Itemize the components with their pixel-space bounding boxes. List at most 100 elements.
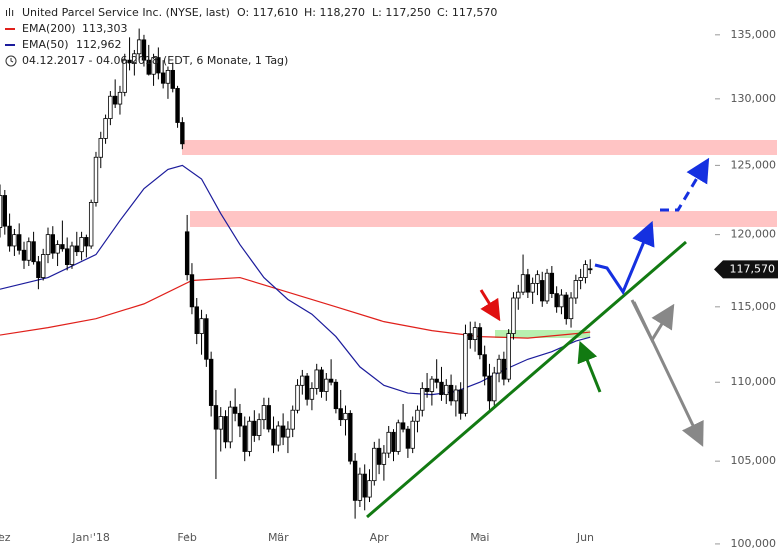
candle-body xyxy=(45,234,51,255)
ohlc-label: H: 118,270 xyxy=(304,6,365,19)
candle-body xyxy=(79,237,84,253)
candle-body xyxy=(362,473,367,498)
candle-body xyxy=(271,428,276,446)
candle-body xyxy=(468,333,473,340)
ohlc-label: L: 117,250 xyxy=(372,6,431,19)
candle-body xyxy=(256,419,262,436)
gray-arrow xyxy=(632,301,704,447)
candle-body xyxy=(223,416,228,443)
plot xyxy=(0,28,593,519)
candle-body xyxy=(424,388,430,392)
candle-body xyxy=(26,241,31,261)
candle-body xyxy=(194,306,199,334)
chart-icon: ılı xyxy=(5,6,14,19)
candle-body xyxy=(319,369,324,392)
candle-body xyxy=(338,408,343,421)
candle-body xyxy=(7,225,12,247)
y-tick-label: 110,000 xyxy=(731,375,777,388)
candle-body xyxy=(108,95,113,119)
y-tick-label: 105,000 xyxy=(731,454,777,467)
y-tick-label: 135,000 xyxy=(731,28,777,41)
candle-body xyxy=(261,405,267,421)
candle-body xyxy=(12,234,17,247)
x-tick-label: Mai xyxy=(470,531,489,544)
candle-body xyxy=(487,375,492,402)
period: 04.12.2017 - 04.06.2018 xyxy=(22,54,159,67)
resistance-zone xyxy=(182,140,777,155)
candle-body xyxy=(170,69,175,89)
red-arrow xyxy=(479,289,501,322)
candle-body xyxy=(309,388,315,400)
candle-body xyxy=(381,452,387,465)
candle-body xyxy=(333,381,339,410)
header: ılı United Parcel Service Inc. (NYSE, la… xyxy=(5,6,497,67)
period-note: (EDT, 6 Monate, 1 Tag) xyxy=(163,54,288,67)
candle-body xyxy=(122,59,127,93)
candle-body xyxy=(151,57,156,75)
candle-body xyxy=(156,57,161,74)
candle-body xyxy=(324,378,329,392)
candle-body xyxy=(511,297,516,334)
x-tick-label: Jan '18 xyxy=(71,531,109,544)
candle-body xyxy=(252,420,257,436)
y-tick-label: 100,000 xyxy=(731,537,777,548)
candle-body xyxy=(501,358,507,380)
candle-body xyxy=(549,272,555,295)
candle-body xyxy=(218,416,223,430)
candle-body xyxy=(328,378,334,383)
candle-body xyxy=(439,381,444,396)
candle-body xyxy=(60,244,65,250)
candle-body xyxy=(578,277,583,281)
blue-dashed-path xyxy=(660,157,710,212)
candle-body xyxy=(2,195,7,227)
candle-body xyxy=(352,460,358,501)
candle-body xyxy=(376,447,382,465)
candle-body xyxy=(496,358,502,374)
candle-body xyxy=(525,274,531,293)
candle-body xyxy=(213,405,219,430)
y-tick-label: 115,000 xyxy=(731,300,777,313)
clock-hands xyxy=(10,58,14,63)
candle-body xyxy=(117,91,123,105)
candle-body xyxy=(276,425,281,446)
candle-body xyxy=(84,237,89,247)
candle-body xyxy=(180,122,185,145)
legend-value: 112,962 xyxy=(76,38,122,51)
candle-body xyxy=(386,431,391,454)
candle-body xyxy=(132,53,137,64)
zones xyxy=(182,140,777,338)
candle-body xyxy=(88,202,94,247)
candle-body xyxy=(429,378,435,392)
x-tick-label: Apr xyxy=(370,531,390,544)
candle-body xyxy=(588,268,593,271)
y-tick-label: 130,000 xyxy=(731,92,777,105)
candle-body xyxy=(472,327,478,340)
candle-body xyxy=(184,231,190,276)
candle-body xyxy=(391,431,396,452)
candle-body xyxy=(573,280,579,299)
candle-body xyxy=(343,412,348,421)
candle-body xyxy=(36,261,41,278)
candle-body xyxy=(568,297,574,320)
candle-body xyxy=(69,245,75,265)
annotations xyxy=(366,157,710,519)
candle-body xyxy=(348,412,353,462)
candle-body xyxy=(396,422,401,452)
candle-body xyxy=(285,428,291,438)
green-arrow xyxy=(577,340,602,393)
candle-body xyxy=(420,388,425,411)
legend-name: EMA(50) xyxy=(22,38,69,51)
candle-body xyxy=(242,425,247,452)
candle-body xyxy=(16,234,22,251)
candle-body xyxy=(564,294,569,320)
candle-body xyxy=(530,282,535,293)
candle-body xyxy=(535,274,540,284)
candle-body xyxy=(112,95,118,105)
candle-body xyxy=(266,405,271,430)
candle-body xyxy=(410,420,415,449)
candle-body xyxy=(314,369,319,389)
candle-body xyxy=(247,420,252,452)
candle-body xyxy=(74,245,79,253)
candle-body xyxy=(482,354,487,377)
